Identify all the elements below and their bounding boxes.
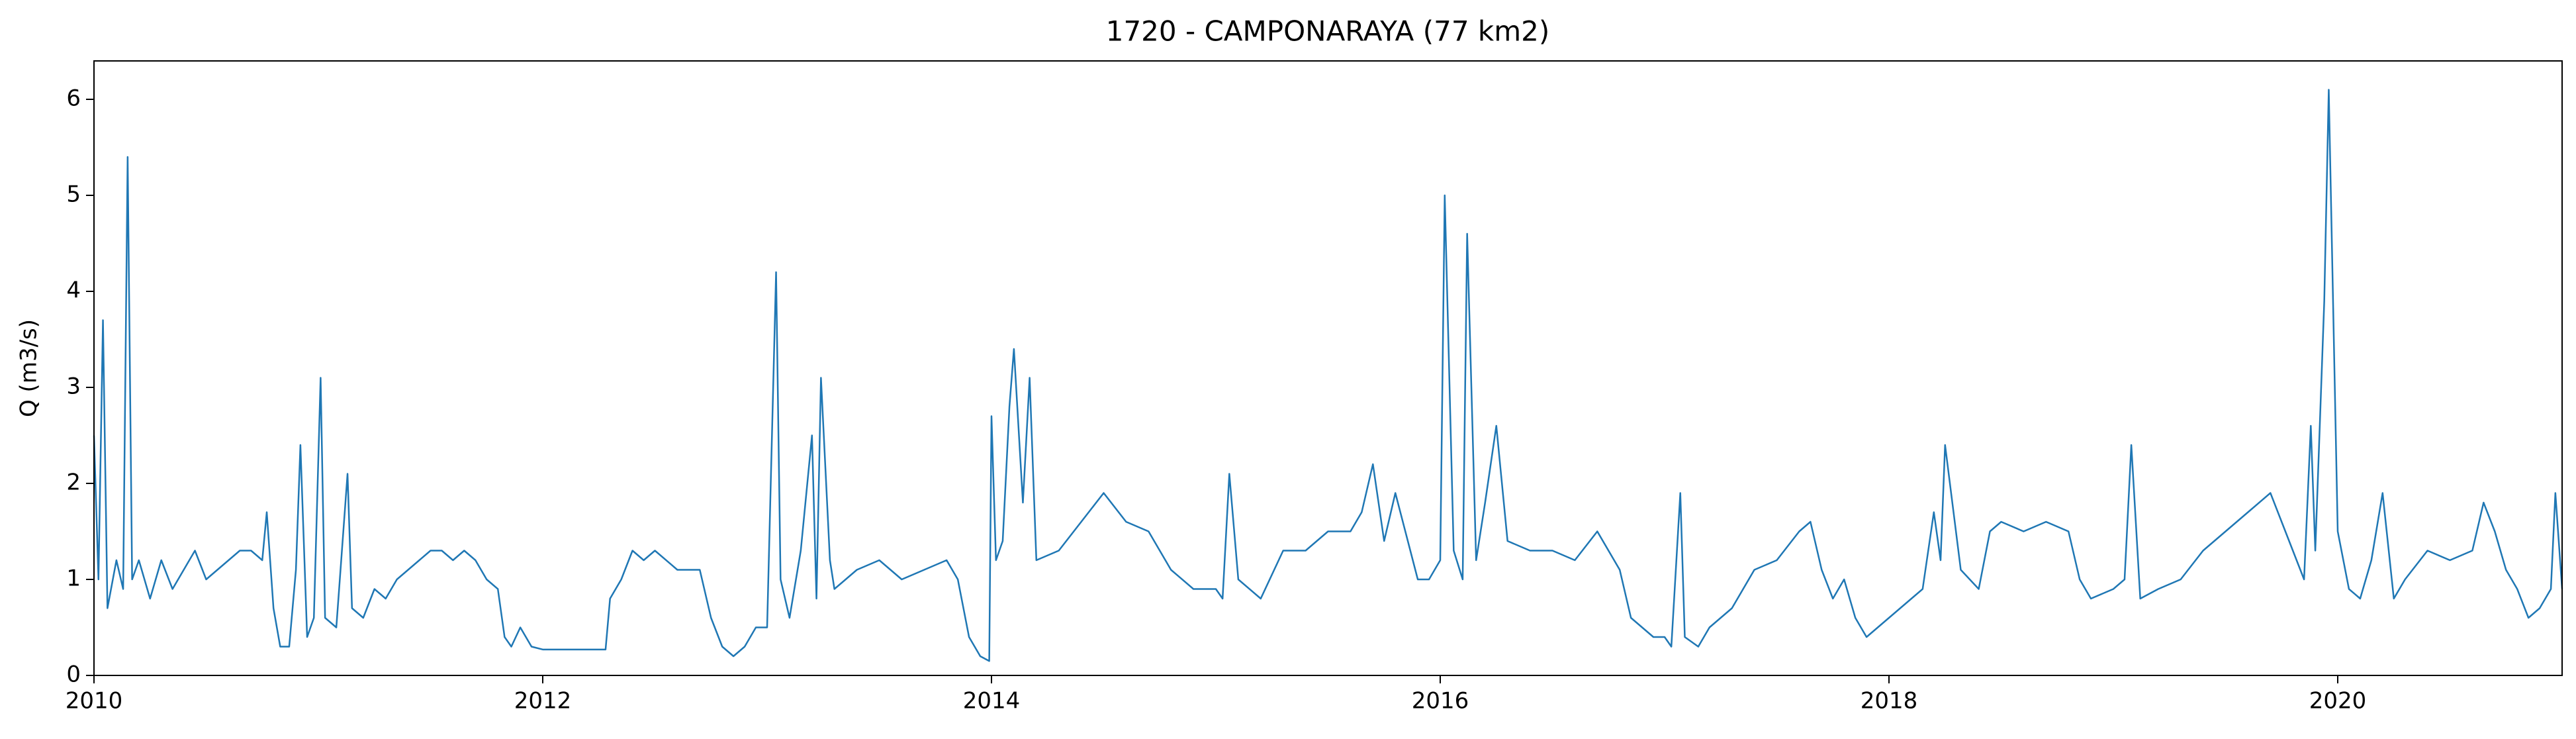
y-tick-label: 6 bbox=[66, 85, 81, 112]
data-line bbox=[93, 89, 2563, 662]
chart-title: 1720 - CAMPONARAYA (77 km2) bbox=[1106, 15, 1550, 48]
x-tick-label: 2012 bbox=[514, 688, 572, 714]
y-tick-label: 4 bbox=[66, 277, 81, 304]
y-axis-label: Q (m3/s) bbox=[16, 319, 42, 417]
plot-frame bbox=[93, 60, 2563, 676]
y-tick-label: 3 bbox=[66, 373, 81, 400]
y-tick-label: 5 bbox=[66, 181, 81, 208]
x-tick-label: 2010 bbox=[66, 688, 123, 714]
y-tick-label: 2 bbox=[66, 469, 81, 496]
y-tick-label: 1 bbox=[66, 566, 81, 592]
x-tick-label: 2020 bbox=[2309, 688, 2367, 714]
x-tick-label: 2014 bbox=[963, 688, 1021, 714]
y-tick-label: 0 bbox=[66, 662, 81, 688]
x-tick-label: 2016 bbox=[1412, 688, 1469, 714]
x-tick-label: 2018 bbox=[1861, 688, 1918, 714]
